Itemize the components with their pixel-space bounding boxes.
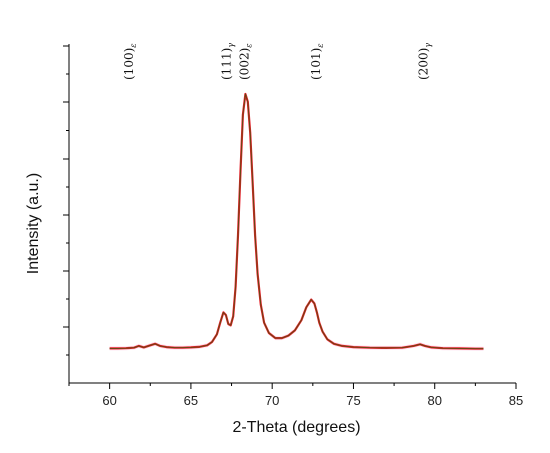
series-line (109, 92, 484, 350)
x-axis-title: 2-Theta (degrees) (232, 419, 360, 436)
x-tick-label: 70 (265, 393, 279, 408)
peak-label: (100)ε (122, 43, 138, 80)
ticks: 60 65 70 75 80 85 (63, 45, 523, 408)
peak-label: (002)ε (238, 43, 254, 80)
x-tick-label: 80 (427, 393, 441, 408)
peak-label: (111)γ (220, 43, 236, 80)
y-axis-title: Intensity (a.u.) (25, 173, 42, 274)
plot-area (109, 92, 484, 351)
peak-label: (101)ε (309, 43, 325, 80)
series-band (109, 92, 484, 351)
x-tick-label: 65 (184, 393, 198, 408)
x-tick-label: 85 (509, 393, 523, 408)
series-line-dark (109, 93, 484, 350)
peak-labels: (100)ε (111)γ(002)ε (101)ε (200)γ (122, 43, 432, 80)
x-tick-label: 60 (102, 393, 116, 408)
peak-label: (200)γ (416, 43, 432, 80)
x-tick-label: 75 (346, 393, 360, 408)
